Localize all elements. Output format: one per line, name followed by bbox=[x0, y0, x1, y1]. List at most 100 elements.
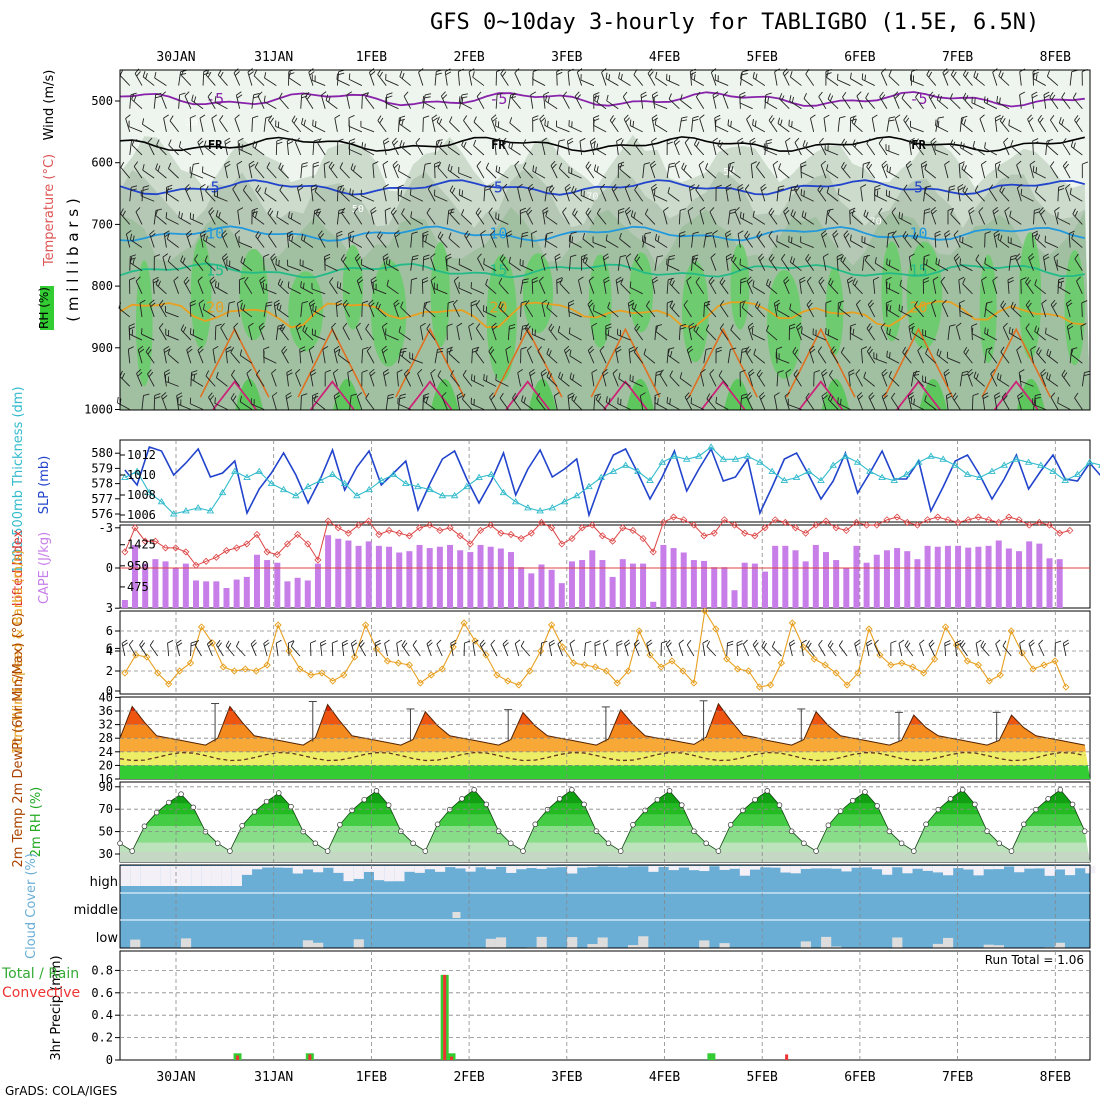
wind-barb-flag bbox=[710, 279, 715, 285]
wind-barb bbox=[564, 187, 570, 202]
wind-barb-flag bbox=[934, 230, 941, 234]
wind-barb bbox=[934, 149, 949, 156]
cloud-low-bar bbox=[800, 941, 811, 948]
wind-barb-flag bbox=[799, 276, 806, 281]
wind-barb-flag bbox=[799, 279, 806, 284]
wind-barb-flag bbox=[961, 163, 965, 170]
wind-speed-point bbox=[460, 619, 468, 627]
wind-barb-flag bbox=[856, 299, 861, 305]
wind-barb bbox=[161, 396, 167, 410]
wind-barb-flag bbox=[384, 639, 390, 644]
wind-barb bbox=[903, 189, 912, 202]
wind-barb bbox=[825, 210, 829, 225]
thickness-point bbox=[768, 467, 776, 474]
rh-point bbox=[617, 848, 624, 854]
wind-barb-flag bbox=[328, 96, 331, 103]
wind-barb-flag bbox=[299, 349, 306, 353]
wind-barb bbox=[302, 330, 314, 341]
li-point bbox=[802, 529, 810, 537]
wind-barb bbox=[776, 357, 790, 364]
wind-barb-flag bbox=[692, 115, 699, 119]
cloud-high-bar bbox=[546, 866, 557, 868]
wind-barb-flag bbox=[248, 322, 254, 327]
wind-barb bbox=[365, 328, 375, 341]
wind-barb-flag bbox=[489, 184, 495, 190]
wind-barb-flag bbox=[1074, 392, 1079, 399]
wind-barb-flag bbox=[164, 369, 170, 373]
wind-barb-flag bbox=[400, 347, 407, 350]
wind-barb bbox=[760, 187, 766, 202]
wind-barb-flag bbox=[1043, 253, 1049, 258]
wind-barb bbox=[617, 334, 631, 341]
wind-barb bbox=[997, 169, 1010, 179]
wind-barb-flag bbox=[200, 233, 207, 238]
wind-barb-flag bbox=[981, 160, 987, 165]
cloud-high-bar bbox=[180, 866, 192, 886]
wind-barb bbox=[468, 326, 473, 341]
cape-bar bbox=[152, 559, 159, 608]
thickness-point bbox=[853, 458, 862, 465]
wind-barb-flag bbox=[901, 213, 903, 220]
wind-speed-point bbox=[996, 671, 1004, 679]
wind-barb-flag bbox=[1010, 257, 1017, 261]
thickness-point bbox=[817, 476, 825, 484]
wind-barb-flag bbox=[288, 640, 294, 644]
wind-barb bbox=[434, 164, 436, 179]
wind-barb-flag bbox=[789, 303, 792, 310]
li-point bbox=[934, 513, 942, 521]
wind-barb-flag bbox=[603, 639, 609, 644]
wind-barb-flag bbox=[344, 302, 349, 308]
wind-barb-flag bbox=[1016, 256, 1022, 262]
wind-barb bbox=[582, 261, 595, 272]
wind-barb bbox=[712, 141, 717, 156]
wind-barb-flag bbox=[882, 163, 888, 169]
wind-barb-flag bbox=[852, 139, 856, 146]
wind-barb bbox=[631, 215, 643, 225]
rh-point bbox=[1008, 848, 1015, 854]
wind-barb bbox=[300, 94, 303, 109]
wind-barb-flag bbox=[999, 115, 1004, 122]
wind-barb-flag bbox=[889, 352, 891, 359]
wind-barb bbox=[578, 280, 583, 294]
rh-point bbox=[141, 823, 148, 830]
wind-barb bbox=[331, 327, 338, 341]
wind-barb-flag bbox=[441, 91, 446, 97]
wind-barb-flag bbox=[349, 141, 356, 145]
wind-barb bbox=[571, 399, 582, 410]
wind-barb-flag bbox=[1020, 188, 1023, 195]
wind-barb-flag bbox=[278, 92, 283, 99]
wind-barb bbox=[615, 279, 619, 294]
wind-barb-flag bbox=[593, 304, 595, 311]
wind-barb-flag bbox=[1038, 349, 1042, 356]
wind-barb bbox=[532, 78, 546, 86]
wind-barb bbox=[349, 395, 352, 410]
wind-barb bbox=[550, 165, 558, 179]
wind-barb-flag bbox=[412, 640, 417, 646]
wind-barb-flag bbox=[667, 642, 672, 648]
wind-barb-flag bbox=[924, 186, 928, 193]
wind-barb-flag bbox=[383, 256, 389, 261]
wind-barb bbox=[748, 372, 754, 387]
wind-barb-flag bbox=[200, 183, 206, 188]
cape-bar bbox=[873, 554, 880, 608]
wind-barb-flag bbox=[772, 160, 779, 166]
wind-barb bbox=[430, 257, 436, 271]
wind-barb bbox=[1002, 327, 1010, 341]
wind-barb-flag bbox=[431, 114, 438, 119]
wind-barb bbox=[483, 379, 497, 387]
wind-barb-flag bbox=[908, 322, 915, 327]
wind-barb-flag bbox=[1003, 137, 1009, 143]
wind-barb-flag bbox=[842, 164, 847, 170]
wind-barb bbox=[336, 71, 340, 86]
wind-speed-point bbox=[810, 655, 818, 663]
wind-barb-flag bbox=[914, 138, 919, 144]
wind-barb bbox=[336, 187, 339, 202]
wind-barb-flag bbox=[894, 114, 901, 119]
wind-barb bbox=[605, 78, 619, 86]
wind-barb-flag bbox=[426, 207, 431, 214]
cloud-high-bar bbox=[160, 866, 171, 886]
wind-speed-point bbox=[263, 661, 271, 669]
cape-tick-label: 950 bbox=[127, 559, 149, 573]
wind-barb bbox=[374, 643, 378, 657]
wind-barb-flag bbox=[955, 642, 962, 647]
